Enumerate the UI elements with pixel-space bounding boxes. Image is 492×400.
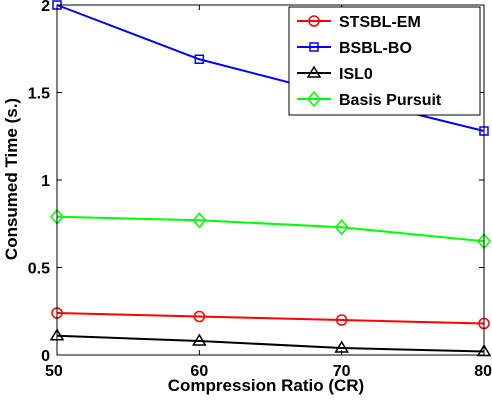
legend-label: ISL0 <box>339 66 373 83</box>
x-axis-label: Compression Ratio (CR) <box>168 376 364 395</box>
legend-box <box>288 6 481 116</box>
axes: 50 60 70 80 0 0.5 1 1.5 2 <box>28 0 492 380</box>
y-tick-label: 1.5 <box>28 86 50 103</box>
data-point <box>194 54 205 64</box>
legend-marker <box>309 42 319 52</box>
x-tick-label: 60 <box>190 363 208 380</box>
series-line <box>56 334 485 353</box>
y-tick-label: 0.5 <box>28 261 50 278</box>
legend: STSBL-EM BSBL-BO ISL0 Basis Pursuit <box>288 6 481 116</box>
data-point <box>192 333 207 346</box>
data-point <box>193 310 206 323</box>
legend-label: Basis Pursuit <box>339 92 442 109</box>
x-tick-label: 80 <box>474 363 492 380</box>
legend-marker <box>308 15 320 27</box>
legend-label: BSBL-BO <box>339 40 412 57</box>
legend-marker <box>307 90 321 108</box>
y-tick-label: 2 <box>41 0 50 15</box>
data-point <box>335 314 348 326</box>
series-line <box>56 215 485 243</box>
legend-label: STSBL-EM <box>339 14 421 31</box>
x-tick-label: 70 <box>333 363 351 380</box>
data-point <box>192 212 207 229</box>
y-tick-label: 1 <box>41 173 50 190</box>
series-line <box>56 312 485 325</box>
x-tick-label: 50 <box>45 363 63 380</box>
data-point <box>334 219 349 236</box>
y-tick-label: 0 <box>41 348 50 365</box>
y-axis-label: Consumed Time (s.) <box>2 98 21 260</box>
legend-marker <box>306 65 322 78</box>
